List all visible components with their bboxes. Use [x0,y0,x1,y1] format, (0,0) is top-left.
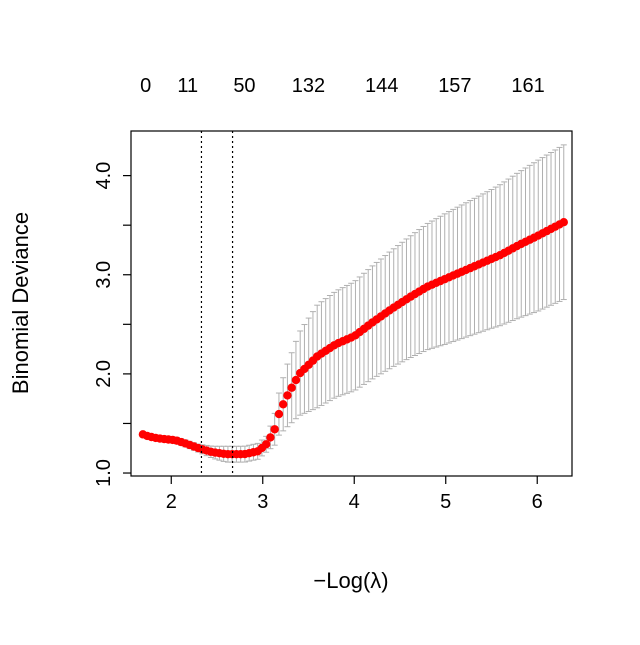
x-tick-label: 4 [349,491,360,513]
top-axis-label: 0 [140,75,151,97]
x-tick-label: 5 [440,491,451,513]
x-tick-label: 3 [257,491,268,513]
y-tick-label: 1.0 [93,459,115,487]
top-axis-label: 161 [511,75,544,97]
data-points [138,218,568,459]
data-point [287,383,296,392]
x-tick-label: 6 [532,491,543,513]
data-point [261,440,271,449]
y-axis: 1.0 2.0 3.0 4.0 [93,162,131,487]
data-point [278,400,288,409]
x-axis: 2 3 4 5 6 [166,476,543,513]
data-point [266,433,275,442]
data-point [283,391,292,400]
top-axis-label: 144 [365,75,398,97]
x-tick-label: 2 [166,491,177,513]
data-point [291,375,301,385]
reference-lines [200,131,234,476]
data-point [270,425,279,434]
top-axis-labels: 0 11 50 132 144 157 161 [140,75,545,97]
plot-frame [130,130,573,477]
y-tick-label: 3.0 [93,261,115,289]
y-tick-label: 4.0 [93,162,115,190]
x-axis-title: −Log(λ) [313,568,388,593]
top-axis-label: 11 [177,75,198,97]
top-axis-label: 132 [292,75,325,97]
y-tick-label: 2.0 [93,360,115,388]
errorbars [139,144,567,463]
data-point [559,218,568,227]
y-axis-title: Binomial Deviance [8,212,33,394]
top-axis-label: 157 [438,75,471,97]
data-point [274,409,284,419]
top-axis-label: 50 [233,75,255,97]
